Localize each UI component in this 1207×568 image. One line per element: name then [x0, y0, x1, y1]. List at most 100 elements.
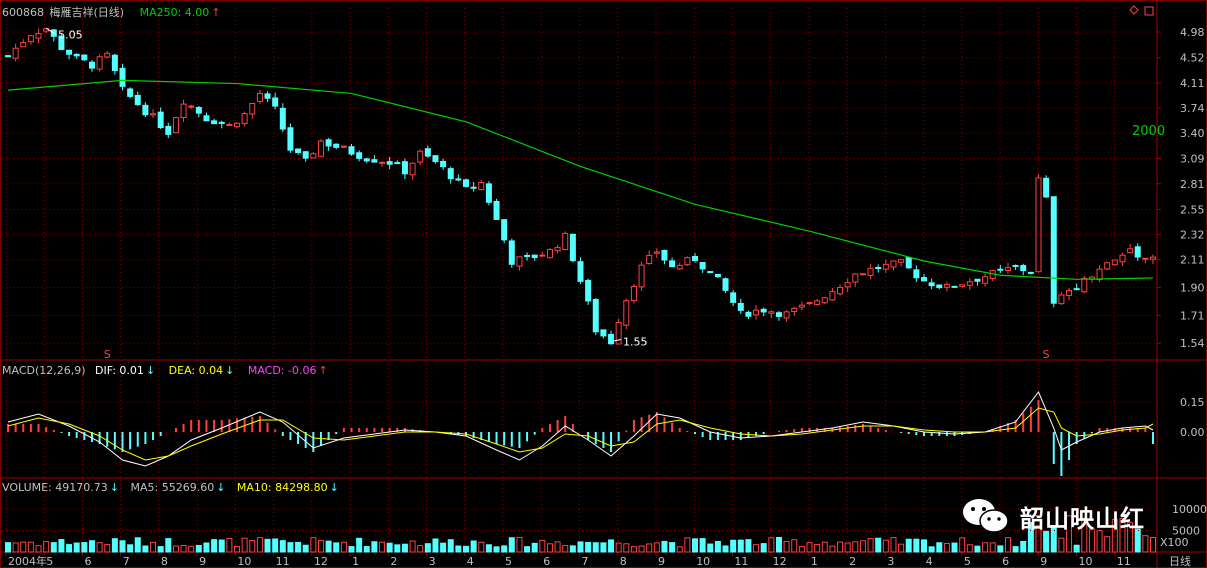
- volume-bar: [302, 544, 309, 553]
- candle: [172, 117, 179, 134]
- candle: [760, 308, 767, 313]
- candle: [180, 103, 187, 118]
- volume-bar: [707, 543, 714, 553]
- volume-bar: [966, 544, 973, 553]
- diamond-icon[interactable]: [1129, 5, 1139, 15]
- volume-bar: [88, 540, 95, 553]
- volume-bar: [1119, 518, 1126, 553]
- volume-bar: [1058, 537, 1065, 553]
- candle: [81, 54, 88, 61]
- volume-bar: [1142, 535, 1149, 553]
- volume-bar: [81, 542, 88, 553]
- wechat-icon: [963, 499, 1009, 533]
- volume-bar: [432, 538, 439, 553]
- candle: [737, 302, 744, 311]
- vol-ma5-label: MA5: 55269.60: [130, 481, 215, 494]
- x-tick-label: 2: [390, 555, 397, 568]
- volume-bar: [615, 542, 622, 553]
- macd-tick-label: 0.15: [1180, 396, 1205, 409]
- volume-bar: [630, 546, 637, 553]
- x-tick-label: 1: [811, 555, 818, 568]
- candle: [1050, 196, 1057, 304]
- volume-bar: [66, 544, 73, 553]
- x-tick-label: 2: [849, 555, 856, 568]
- volume-bar: [699, 538, 706, 553]
- restore-icon[interactable]: [1144, 6, 1154, 16]
- dea-arrow-icon: ↓: [225, 364, 235, 377]
- candle: [722, 278, 729, 291]
- x-tick-label: 11: [1117, 555, 1131, 568]
- candle: [1004, 267, 1011, 272]
- volume-bar: [829, 545, 836, 553]
- candle: [279, 107, 286, 130]
- candle: [157, 111, 164, 129]
- candle: [165, 125, 172, 135]
- dea-line: [7, 407, 1154, 461]
- volume-bar: [203, 542, 210, 553]
- candle: [966, 281, 973, 286]
- candle: [58, 35, 65, 50]
- volume-bar: [241, 537, 248, 553]
- candle: [638, 264, 645, 288]
- volume-bar: [333, 542, 340, 553]
- volume-bar: [730, 539, 737, 553]
- volume-bar: [417, 545, 424, 553]
- x-tick-label: 9: [658, 555, 665, 568]
- candle: [27, 35, 34, 43]
- volume-bar: [806, 542, 813, 553]
- candle: [844, 282, 851, 288]
- candle: [379, 161, 386, 164]
- candle: [806, 302, 813, 305]
- candle: [508, 240, 515, 265]
- candle: [5, 55, 11, 58]
- candle: [440, 160, 447, 168]
- ma250-label: MA250: 4.00: [139, 6, 210, 19]
- candle: [943, 283, 950, 288]
- candle: [333, 143, 340, 148]
- watermark-text: 韶山映山红: [1020, 504, 1145, 533]
- annotation-leader: [610, 339, 622, 343]
- volume-bar: [997, 545, 1004, 553]
- candle: [608, 333, 615, 345]
- volume-panel-header: VOLUME: 49170.73 ↓ MA5: 55269.60 ↓ MA10: 8…: [2, 481, 341, 494]
- candle: [898, 259, 905, 263]
- volume-bar: [424, 543, 431, 553]
- volume-bar: [898, 543, 905, 553]
- candle: [1081, 277, 1088, 293]
- candle: [111, 54, 118, 72]
- macd-value-label: MACD: -0.06: [247, 364, 317, 377]
- candle: [867, 267, 874, 276]
- volume-bar: [936, 542, 943, 553]
- candle: [852, 273, 859, 283]
- candle: [661, 249, 668, 261]
- candle: [1142, 257, 1149, 260]
- x-tick-label: 4: [926, 555, 933, 568]
- candle: [982, 276, 989, 284]
- stock-code: 600868: [2, 6, 44, 19]
- x-tick-label: 11: [734, 555, 748, 568]
- candle: [531, 254, 538, 259]
- price-tick-label: 1.90: [1180, 282, 1205, 295]
- x-tick-label: 12: [773, 555, 787, 568]
- candle: [1043, 177, 1050, 198]
- annotation-label: 5.05: [58, 28, 83, 41]
- candle: [226, 123, 233, 126]
- candle: [1127, 248, 1134, 254]
- candle: [882, 263, 889, 270]
- candle: [195, 107, 202, 114]
- candle: [546, 248, 553, 259]
- volume-bar: [371, 541, 378, 553]
- price-tick-label: 2.55: [1180, 204, 1205, 217]
- volume-bar: [554, 541, 561, 553]
- volume-bar: [577, 541, 584, 553]
- candle: [814, 300, 821, 305]
- x-tick-label: 8: [620, 555, 627, 568]
- candle: [432, 155, 439, 163]
- candle: [1104, 262, 1111, 270]
- volume-bar: [470, 540, 477, 553]
- candle: [646, 254, 653, 265]
- candle: [287, 127, 294, 151]
- volume-bar: [279, 540, 286, 553]
- volume-bar: [798, 545, 805, 553]
